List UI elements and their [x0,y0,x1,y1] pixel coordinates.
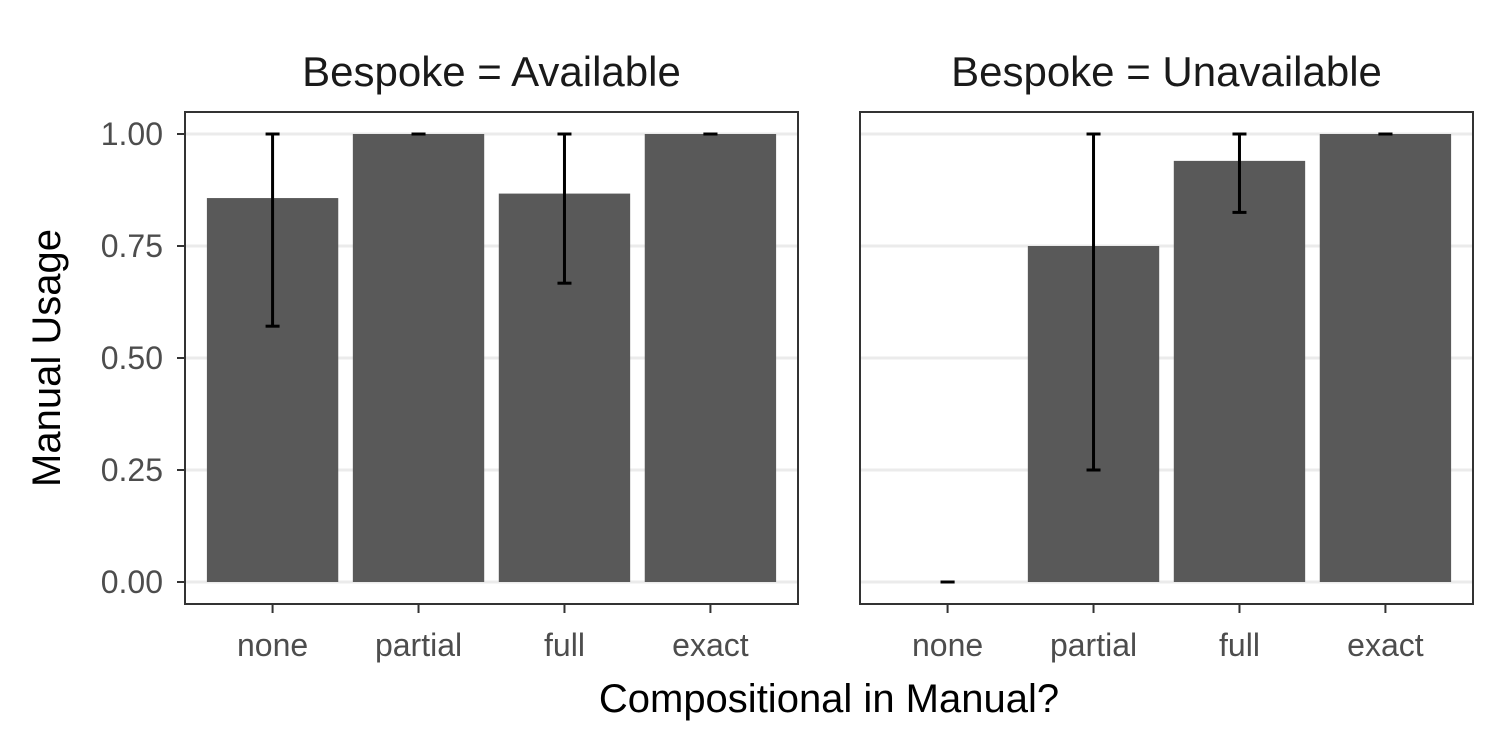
x-tick-label-exact: exact [672,627,749,663]
y-tick-label: 0.00 [101,564,163,600]
y-tick-label: 0.50 [101,340,163,376]
facet-title: Bespoke = Available [302,48,681,95]
facet-title: Bespoke = Unavailable [951,48,1382,95]
y-tick-label: 0.25 [101,452,163,488]
x-tick-label-partial: partial [1050,627,1137,663]
y-tick-label: 1.00 [101,116,163,152]
x-tick-label-exact: exact [1347,627,1424,663]
panel-border [859,111,1474,605]
bar-exact [644,134,777,582]
panel-border [184,111,799,605]
x-axis-title: Compositional in Manual? [599,677,1059,721]
x-tick-label-full: full [544,627,585,663]
y-tick-label: 0.75 [101,228,163,264]
x-tick-label-full: full [1219,627,1260,663]
y-axis-title: Manual Usage [25,229,69,487]
bar-partial [352,134,485,582]
x-tick-label-none: none [912,627,983,663]
x-tick-label-none: none [237,627,308,663]
bar-full [1173,160,1306,582]
x-tick-label-partial: partial [375,627,462,663]
bar-exact [1319,134,1452,582]
